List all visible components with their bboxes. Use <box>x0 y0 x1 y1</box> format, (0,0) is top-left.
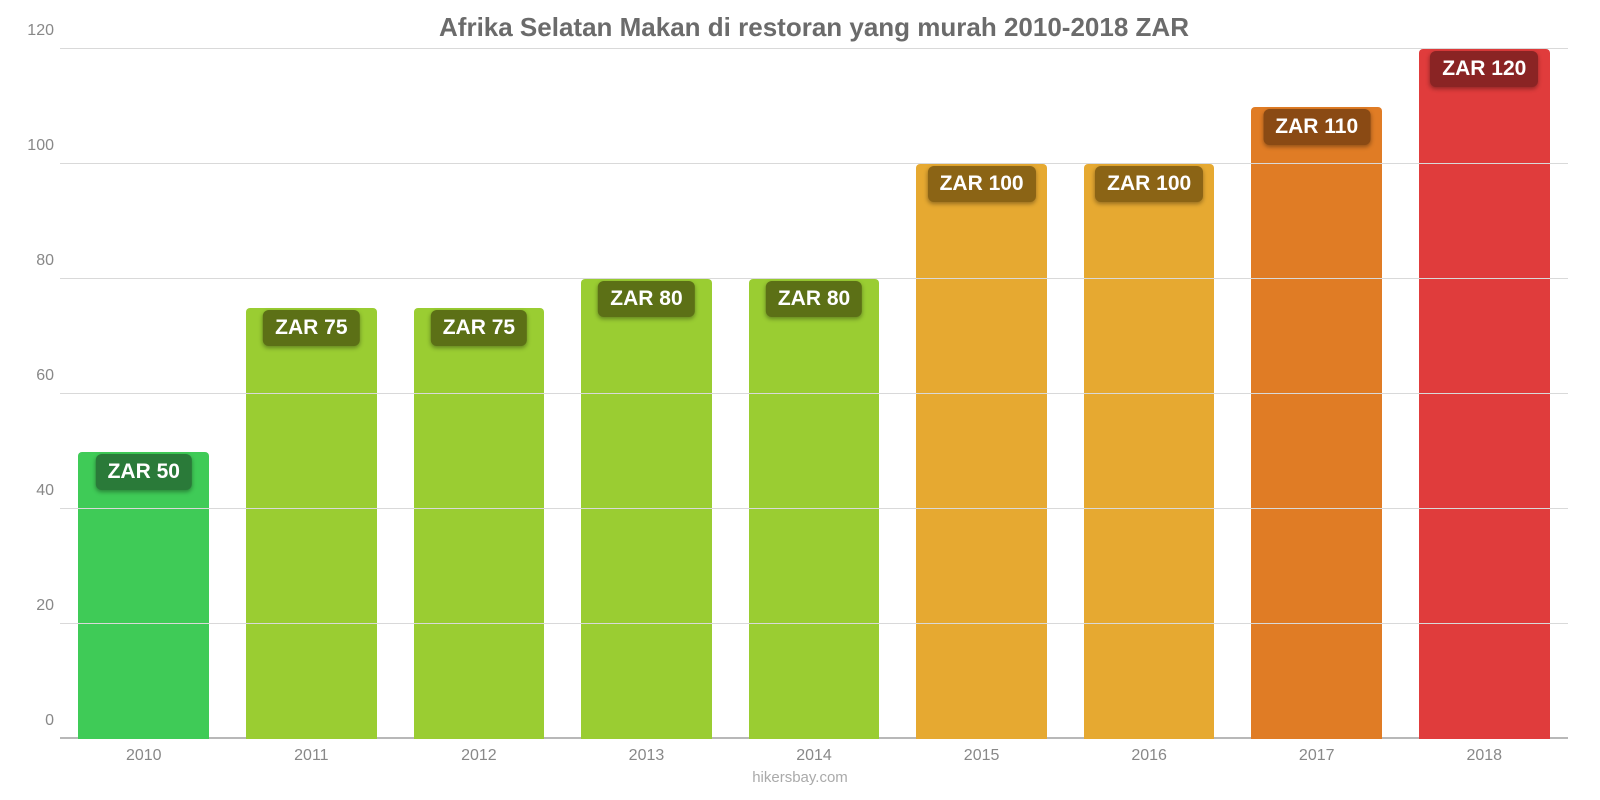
x-tick-label: 2018 <box>1466 747 1502 765</box>
x-tick-label: 2016 <box>1131 747 1167 765</box>
bar-slot: ZAR 1202018 <box>1401 49 1569 739</box>
bars-group: ZAR 502010ZAR 752011ZAR 752012ZAR 802013… <box>60 49 1568 739</box>
bar-value-label: ZAR 110 <box>1263 109 1370 145</box>
x-tick-label: 2012 <box>461 747 497 765</box>
bar-slot: ZAR 752011 <box>228 49 396 739</box>
bar-slot: ZAR 1002015 <box>898 49 1066 739</box>
bar <box>916 164 1047 739</box>
y-tick-label: 80 <box>20 252 54 270</box>
bar <box>1084 164 1215 739</box>
bar <box>1419 49 1550 739</box>
grid-line <box>60 623 1568 624</box>
bar-slot: ZAR 802014 <box>730 49 898 739</box>
grid-line <box>60 508 1568 509</box>
grid-line <box>60 163 1568 164</box>
chart-title: Afrika Selatan Makan di restoran yang mu… <box>60 12 1568 43</box>
grid-line <box>60 48 1568 49</box>
bar <box>414 308 545 739</box>
plot-area: ZAR 502010ZAR 752011ZAR 752012ZAR 802013… <box>60 49 1568 739</box>
x-tick-label: 2011 <box>294 747 328 765</box>
bar-value-label: ZAR 120 <box>1430 51 1538 87</box>
bar-value-label: ZAR 75 <box>263 310 359 346</box>
bar-slot: ZAR 752012 <box>395 49 563 739</box>
y-tick-label: 60 <box>20 367 54 385</box>
bar-slot: ZAR 1102017 <box>1233 49 1401 739</box>
bar-slot: ZAR 802013 <box>563 49 731 739</box>
x-tick-label: 2013 <box>629 747 665 765</box>
grid-line <box>60 278 1568 279</box>
bar-value-label: ZAR 80 <box>766 281 862 317</box>
y-tick-label: 40 <box>20 482 54 500</box>
chart-footer: hikersbay.com <box>0 769 1600 786</box>
bar-value-label: ZAR 80 <box>598 281 694 317</box>
bar-value-label: ZAR 100 <box>928 166 1036 202</box>
bar <box>1251 107 1382 740</box>
y-tick-label: 0 <box>20 712 54 730</box>
bar <box>78 452 209 740</box>
bar-slot: ZAR 1002016 <box>1065 49 1233 739</box>
bar <box>749 279 880 739</box>
bar <box>246 308 377 739</box>
x-tick-label: 2015 <box>964 747 1000 765</box>
x-tick-label: 2010 <box>126 747 162 765</box>
chart-container: Afrika Selatan Makan di restoran yang mu… <box>0 0 1600 800</box>
bar-value-label: ZAR 75 <box>431 310 527 346</box>
bar-value-label: ZAR 100 <box>1095 166 1203 202</box>
y-tick-label: 100 <box>20 137 54 155</box>
y-tick-label: 120 <box>20 22 54 40</box>
x-tick-label: 2014 <box>796 747 832 765</box>
bar-slot: ZAR 502010 <box>60 49 228 739</box>
x-tick-label: 2017 <box>1299 747 1335 765</box>
y-tick-label: 20 <box>20 597 54 615</box>
bar <box>581 279 712 739</box>
bar-value-label: ZAR 50 <box>96 454 192 490</box>
grid-line <box>60 393 1568 394</box>
